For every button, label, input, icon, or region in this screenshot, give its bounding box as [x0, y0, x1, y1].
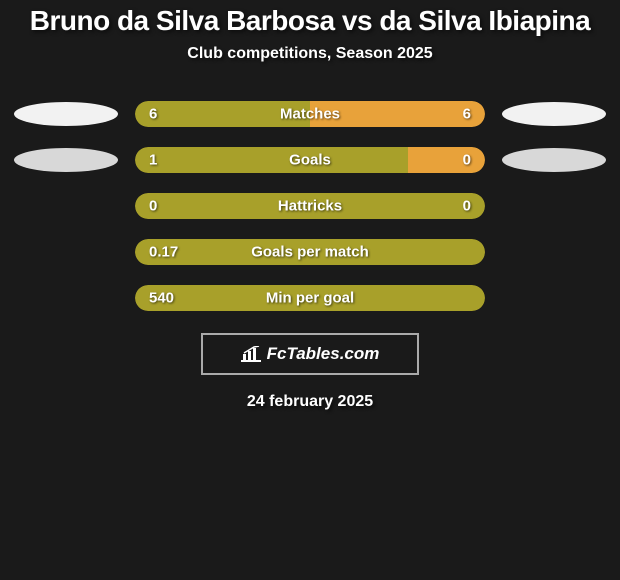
subtitle: Club competitions, Season 2025	[0, 45, 620, 63]
stat-value-right: 6	[463, 106, 471, 123]
stat-row: 1 0 Goals	[0, 147, 620, 173]
stat-bar: 0 0 Hattricks	[135, 193, 485, 219]
stat-value-left: 1	[149, 152, 157, 169]
stat-value-left: 540	[149, 290, 174, 307]
stat-value-left: 6	[149, 106, 157, 123]
player-left-badge	[14, 148, 118, 172]
stat-row: 0 0 Hattricks	[0, 193, 620, 219]
stat-value-left: 0	[149, 198, 157, 215]
bar-right-fill	[408, 147, 485, 173]
player-right-badge	[502, 102, 606, 126]
comparison-card: Bruno da Silva Barbosa vs da Silva Ibiap…	[0, 0, 620, 411]
player-left-badge	[14, 102, 118, 126]
player-right-badge	[502, 148, 606, 172]
stat-row: 6 6 Matches	[0, 101, 620, 127]
stat-value-left: 0.17	[149, 244, 178, 261]
stat-row: 0.17 Goals per match	[0, 239, 620, 265]
bar-left-fill	[135, 147, 408, 173]
stat-bar: 0.17 Goals per match	[135, 239, 485, 265]
logo-box: FcTables.com	[201, 333, 419, 375]
stat-label: Goals	[289, 152, 331, 169]
stat-bar: 540 Min per goal	[135, 285, 485, 311]
stat-label: Hattricks	[278, 198, 342, 215]
stat-row: 540 Min per goal	[0, 285, 620, 311]
stat-value-right: 0	[463, 152, 471, 169]
page-title: Bruno da Silva Barbosa vs da Silva Ibiap…	[0, 5, 620, 37]
bar-chart-icon	[241, 346, 261, 362]
stat-label: Min per goal	[266, 290, 354, 307]
stat-label: Goals per match	[251, 244, 369, 261]
stat-value-right: 0	[463, 198, 471, 215]
logo-text: FcTables.com	[267, 344, 380, 364]
date-text: 24 february 2025	[0, 393, 620, 411]
stat-label: Matches	[280, 106, 340, 123]
stat-bar: 6 6 Matches	[135, 101, 485, 127]
stats-rows: 6 6 Matches 1 0 Goals 0 0 Hattricks 0.17 Goals per…	[0, 101, 620, 311]
stat-bar: 1 0 Goals	[135, 147, 485, 173]
